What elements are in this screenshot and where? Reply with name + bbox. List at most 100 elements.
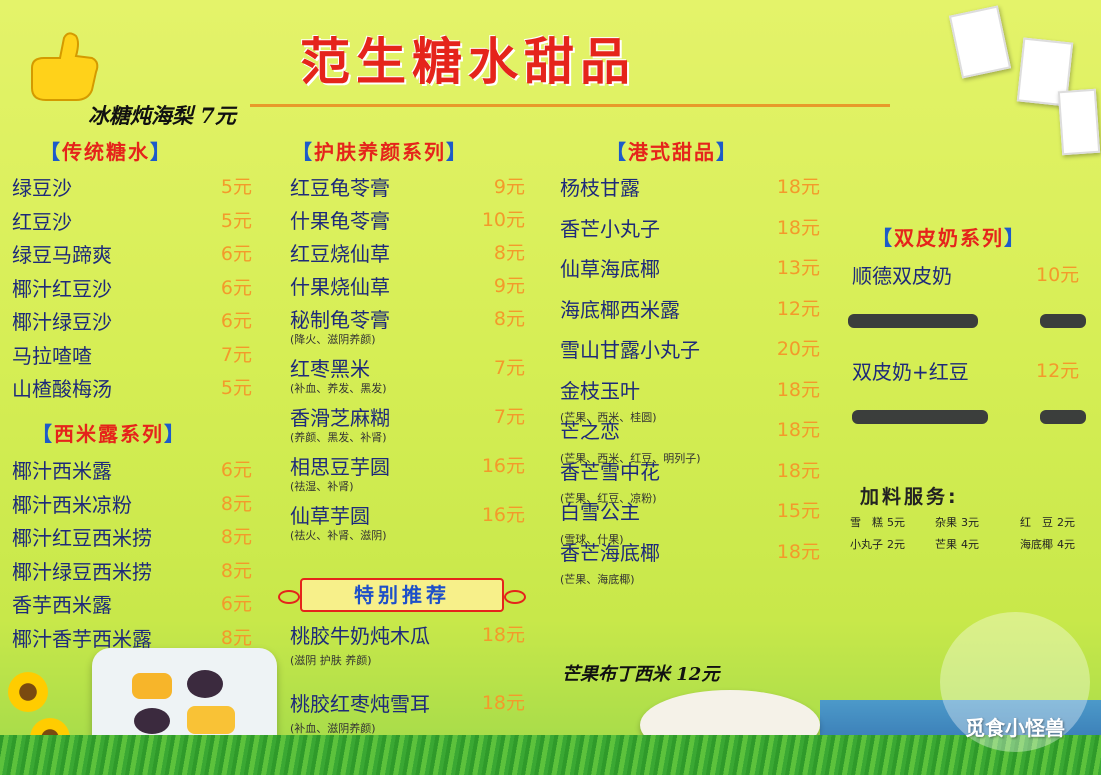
menu-item-name: 椰汁红豆西米捞 — [12, 526, 152, 550]
menu-item-note: (芒果、西米、红豆、明列子) — [560, 451, 701, 465]
menu-item-price: 9元 — [493, 176, 525, 198]
extra-topping-name: 红 豆 — [1020, 516, 1053, 529]
menu-item-name: 香芒小丸子 — [560, 216, 660, 241]
extra-topping-price: 5元 — [887, 516, 905, 529]
menu-item-price: 18元 — [776, 540, 820, 563]
menu-item-price: 18元 — [776, 459, 820, 482]
menu-item-name: 马拉喳喳 — [12, 343, 92, 368]
menu-item-price: 20元 — [776, 338, 820, 360]
menu-item-price: 10元 — [481, 209, 525, 231]
menu-item-name: 红豆龟苓膏 — [290, 176, 390, 200]
menu-item-name: 芒之恋 — [560, 419, 620, 443]
menu-item-name: 椰汁西米露 — [12, 459, 112, 483]
menu-item-price: 10元 — [1036, 264, 1080, 286]
menu-item-name: 绿豆马蹄爽 — [12, 243, 112, 267]
menu-item-name: 椰汁绿豆西米捞 — [12, 559, 152, 584]
menu-item-name: 杨枝甘露 — [560, 176, 640, 200]
thumbs-up-icon — [22, 28, 102, 108]
crossed-out-item — [852, 410, 988, 424]
menu-item-price: 8元 — [493, 242, 525, 264]
extra-topping-name: 雪 糕 — [850, 516, 883, 529]
crossed-out-price — [1040, 314, 1086, 328]
photo-card-icon — [948, 5, 1012, 79]
section-sago: 【西米露系列】 — [32, 422, 186, 446]
menu-item-name: 海底椰西米露 — [560, 297, 680, 322]
menu-item-note: (祛火、补肾、滋阴) — [290, 529, 387, 542]
extra-topping-name: 小丸子 — [850, 538, 883, 551]
section-traditional: 【传统糖水】 — [40, 140, 172, 164]
photo-card-icon — [1057, 88, 1101, 156]
menu-item-name: 红豆沙 — [12, 209, 72, 234]
menu-item-price: 6元 — [220, 243, 252, 265]
extra-topping: 雪 糕 5元 — [850, 514, 905, 530]
menu-item-name: 香芋西米露 — [12, 593, 112, 617]
section-skincare: 【护肤养颜系列】 — [292, 140, 468, 164]
menu-item-name: 香芒雪中花 — [560, 459, 660, 484]
menu-item-price: 6元 — [220, 276, 252, 299]
special-recommend-badge: 特别推荐 — [278, 578, 526, 612]
menu-item-name: 金枝玉叶 — [560, 378, 640, 403]
menu-item-name: 桃胶牛奶炖木瓜 — [290, 624, 430, 648]
menu-item-name: 椰汁红豆沙 — [12, 276, 112, 301]
menu-item-price: 18元 — [481, 692, 525, 714]
menu-item-name: 椰汁香芋西米露 — [12, 626, 152, 651]
handwritten-extra: 芒果布丁西米 12元 — [562, 664, 720, 685]
menu-item-price: 6元 — [220, 593, 252, 615]
menu-item-name: 椰汁西米凉粉 — [12, 492, 132, 517]
extra-topping-price: 4元 — [1057, 538, 1075, 551]
menu-item-price: 8元 — [220, 526, 252, 548]
extra-topping: 小丸子 2元 — [850, 536, 905, 552]
menu-item-price: 7元 — [493, 406, 525, 428]
menu-item-name: 白雪公主 — [560, 500, 640, 524]
extra-topping-price: 2元 — [1057, 516, 1075, 529]
menu-item-note: (降火、滋阴养颜) — [290, 333, 376, 346]
menu-item-price: 15元 — [776, 500, 820, 522]
menu-item-note: (祛湿、补肾) — [290, 480, 354, 493]
menu-item-name: 红豆烧仙草 — [290, 242, 390, 266]
menu-item-name: 椰汁绿豆沙 — [12, 310, 112, 334]
extras-title: 加料服务: — [860, 486, 959, 508]
menu-item-price: 18元 — [776, 378, 820, 401]
handwritten-note: 冰糖炖海梨 7元 — [88, 103, 236, 128]
menu-item-name: 红枣黑米 — [290, 357, 370, 381]
menu-item-price: 5元 — [220, 176, 252, 198]
menu-item-note: (补血、滋阴养颜) — [290, 722, 376, 735]
extra-topping-price: 2元 — [887, 538, 905, 551]
extra-topping-price: 4元 — [961, 538, 979, 551]
section-milk-custard: 【双皮奶系列】 — [872, 226, 1026, 250]
extra-topping: 芒果 4元 — [935, 536, 979, 552]
extra-topping-name: 海底椰 — [1020, 538, 1053, 551]
extra-topping-name: 杂果 — [935, 516, 957, 529]
title-underline — [250, 104, 890, 107]
extra-topping: 海底椰 4元 — [1020, 536, 1075, 552]
menu-item-name: 香滑芝麻糊 — [290, 406, 390, 430]
menu-item-price: 9元 — [493, 275, 525, 297]
menu-item-price: 18元 — [776, 176, 820, 198]
menu-item-price: 18元 — [481, 624, 525, 646]
menu-item-name: 双皮奶+红豆 — [852, 360, 969, 384]
menu-item-price: 16元 — [481, 504, 525, 526]
menu-item-name: 桃胶红枣炖雪耳 — [290, 692, 430, 716]
menu-item-price: 5元 — [220, 377, 252, 399]
extra-topping-price: 3元 — [961, 516, 979, 529]
menu-item-price: 18元 — [776, 419, 820, 441]
menu-item-name: 绿豆沙 — [12, 176, 72, 200]
grass-decoration — [0, 735, 1101, 775]
menu-item-name: 山楂酸梅汤 — [12, 377, 112, 401]
menu-item-price: 7元 — [493, 357, 525, 379]
sunflower-icon — [8, 672, 48, 712]
menu-item-note: (雪球、什果) — [560, 532, 624, 546]
menu-item-name: 什果烧仙草 — [290, 275, 390, 299]
menu-item-name: 仙草海底椰 — [560, 257, 660, 281]
menu-item-note: (养颜、黑发、补肾) — [290, 431, 387, 444]
menu-item-price: 18元 — [776, 216, 820, 239]
menu-item-note: (芒果、西米、桂圆) — [560, 411, 657, 424]
menu-item-name: 相思豆芋圆 — [290, 455, 390, 479]
menu-item-price: 6元 — [220, 459, 252, 481]
extra-topping: 杂果 3元 — [935, 514, 979, 530]
crossed-out-item — [848, 314, 978, 328]
menu-item-price: 8元 — [220, 626, 252, 649]
menu-item-price: 6元 — [220, 310, 252, 332]
menu-item-note: (芒果、红豆、凉粉) — [560, 492, 657, 505]
menu-item-name: 秘制龟苓膏 — [290, 308, 390, 332]
